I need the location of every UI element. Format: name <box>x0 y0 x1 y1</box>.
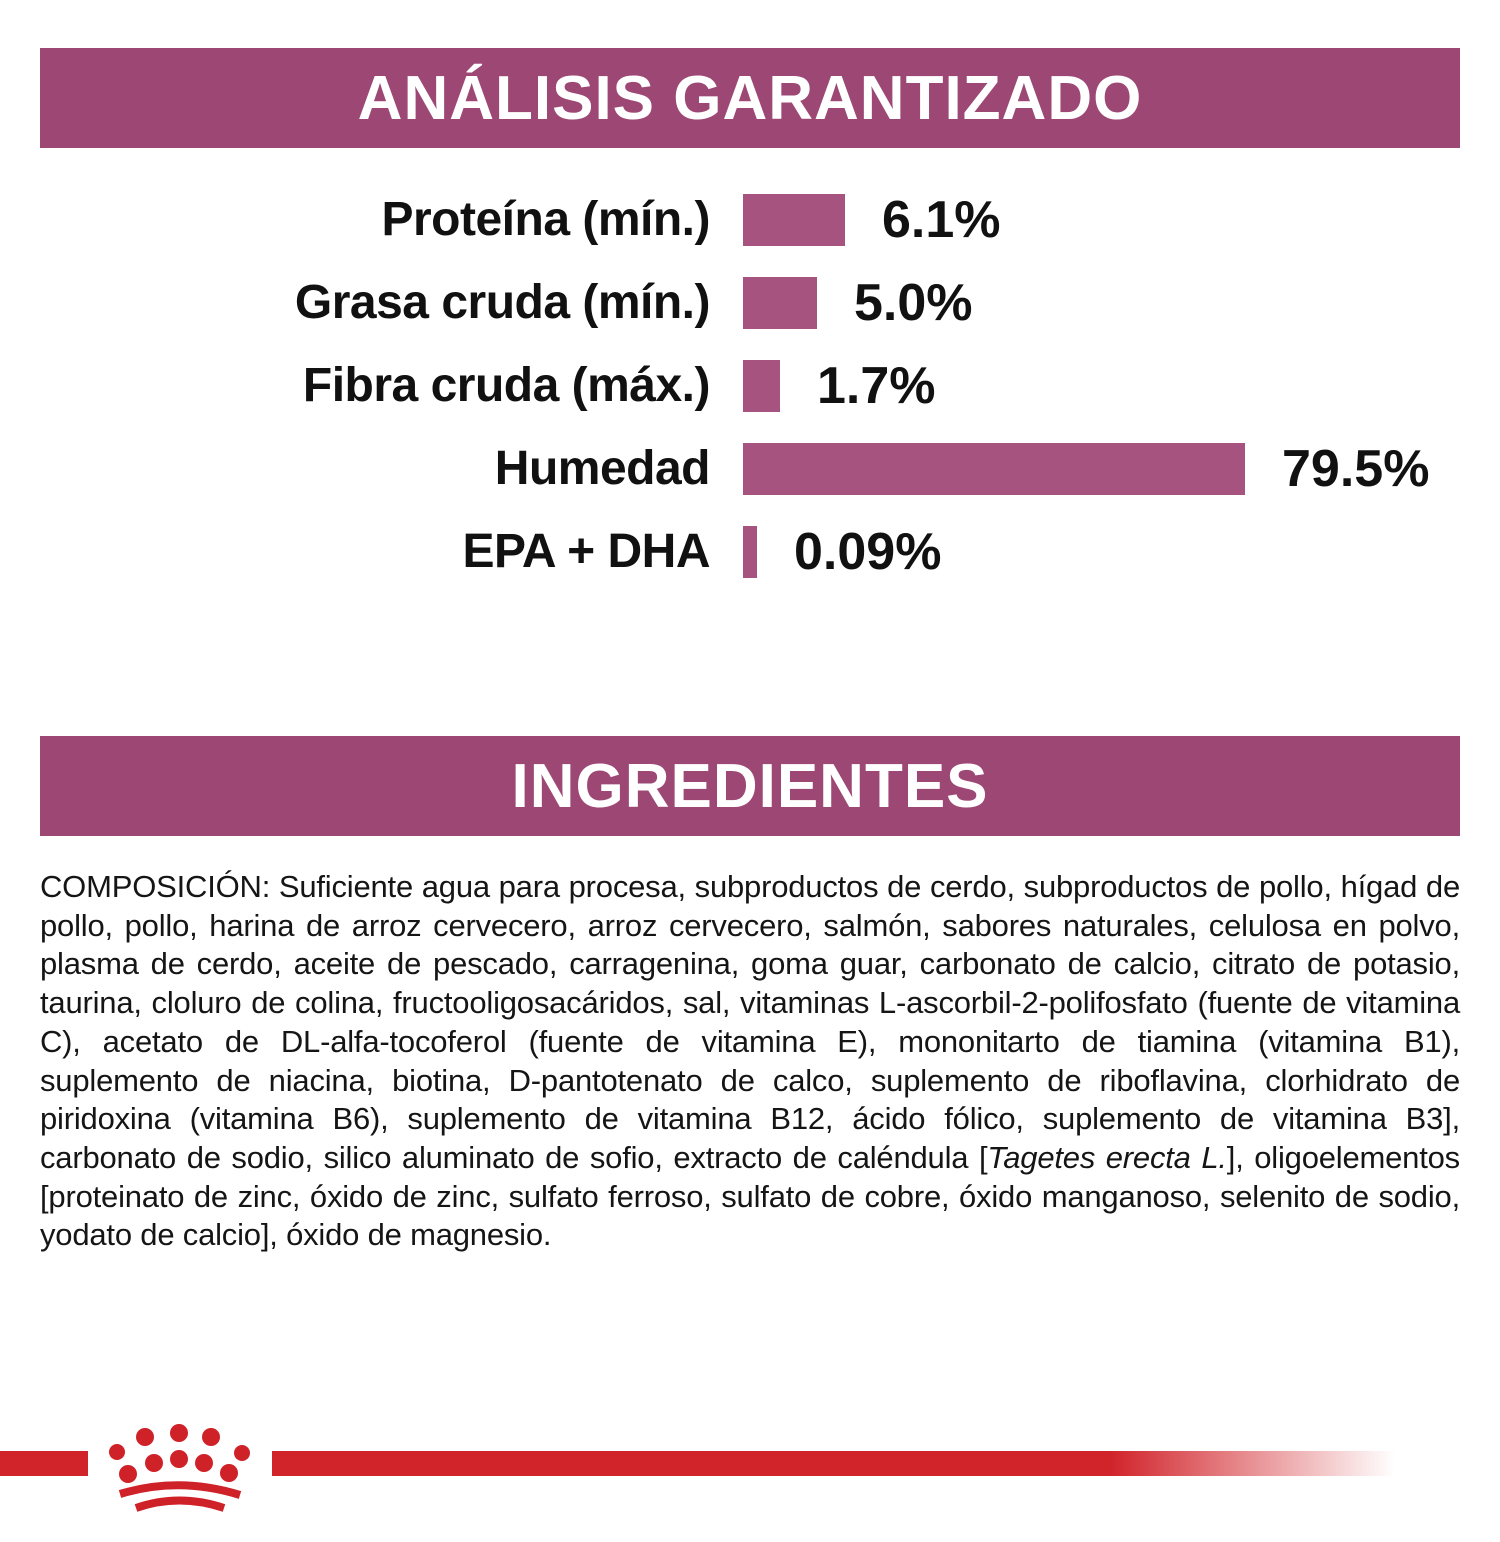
chart-row-value: 79.5% <box>1282 439 1430 498</box>
chart-bar <box>743 442 1245 495</box>
analysis-title: ANÁLISIS GARANTIZADO <box>357 63 1143 133</box>
chart-row-label: Fibra cruda (máx.) <box>302 359 711 412</box>
chart-bar <box>743 193 845 246</box>
ingredients-banner: INGREDIENTES <box>40 736 1460 836</box>
chart-row: Humedad 79.5% <box>0 427 1500 510</box>
crown-icon <box>109 1424 250 1512</box>
chart-row-value: 1.7% <box>817 356 936 415</box>
composition-text: COMPOSICIÓN: Suficiente agua para proces… <box>40 868 1460 1255</box>
chart-row-label: Proteína (mín.) <box>381 193 710 246</box>
chart-row-value: 6.1% <box>882 190 1001 249</box>
ingredients-title: INGREDIENTES <box>511 751 989 821</box>
analysis-banner: ANÁLISIS GARANTIZADO <box>40 48 1460 148</box>
chart-row: Proteína (mín.) 6.1% <box>0 178 1500 261</box>
chart-bar <box>743 359 780 412</box>
chart-row-label: Humedad <box>494 442 711 495</box>
royal-canin-crown-logo <box>88 1398 272 1526</box>
chart-bar <box>743 276 817 329</box>
chart-row-label: EPA + DHA <box>462 525 710 578</box>
chart-row: EPA + DHA 0.09% <box>0 510 1500 593</box>
chart-bar <box>743 525 757 578</box>
guaranteed-analysis-chart: Proteína (mín.) 6.1% Grasa cruda (mín.) … <box>0 178 1500 593</box>
chart-row: Grasa cruda (mín.) 5.0% <box>0 261 1500 344</box>
composition-post: ], oligoelementos [proteinato de zinc, ó… <box>40 1139 1460 1253</box>
composition-latin-name: Tagetes erecta L. <box>987 1139 1227 1175</box>
chart-row: Fibra cruda (máx.) 1.7% <box>0 344 1500 427</box>
composition-pre: COMPOSICIÓN: Suficiente agua para proces… <box>40 869 1460 1175</box>
chart-row-value: 0.09% <box>794 522 942 581</box>
chart-row-value: 5.0% <box>854 273 973 332</box>
chart-row-label: Grasa cruda (mín.) <box>294 276 711 329</box>
